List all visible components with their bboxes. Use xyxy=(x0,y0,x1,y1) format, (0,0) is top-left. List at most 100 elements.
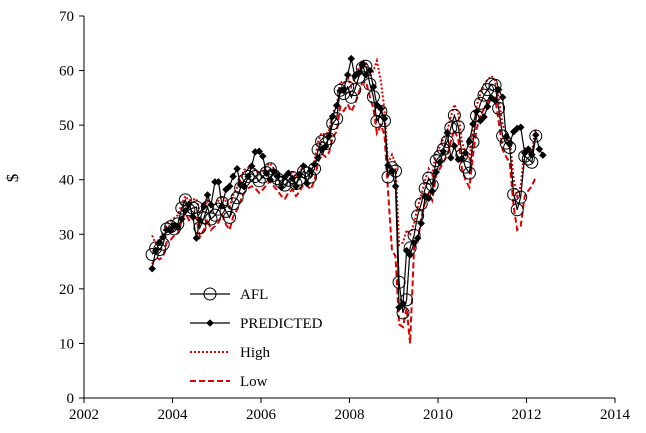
afl-point xyxy=(241,169,255,183)
afl-point xyxy=(322,132,336,146)
afl-point xyxy=(529,129,543,143)
afl-point xyxy=(267,168,281,182)
legend-label-afl: AFL xyxy=(240,287,268,303)
afl-point xyxy=(289,177,303,191)
predicted-point xyxy=(446,154,455,162)
afl-point xyxy=(200,200,214,214)
y-tick-label: 0 xyxy=(67,391,75,407)
predicted-point xyxy=(347,54,356,63)
afl-point xyxy=(204,212,218,226)
series-low xyxy=(151,80,537,344)
afl-point xyxy=(385,161,399,175)
predicted-point xyxy=(539,151,547,160)
afl-point xyxy=(215,196,229,210)
predicted-point xyxy=(214,178,223,186)
afl-point xyxy=(473,96,487,110)
afl-point xyxy=(252,174,266,188)
legend-item-high: High xyxy=(190,345,271,361)
afl-point xyxy=(514,190,528,204)
afl-point xyxy=(451,120,465,134)
x-tick-label: 2004 xyxy=(158,407,189,423)
predicted-point xyxy=(516,123,525,132)
afl-point xyxy=(348,83,362,97)
y-tick-label: 70 xyxy=(59,9,74,25)
afl-point xyxy=(436,142,450,156)
afl-point xyxy=(156,237,170,251)
afl-point xyxy=(256,170,270,184)
legend-label-high: High xyxy=(240,345,271,361)
x-tick-label: 2002 xyxy=(69,407,99,423)
legend-item-low: Low xyxy=(190,374,268,390)
y-tick-label: 60 xyxy=(59,64,74,80)
afl-point xyxy=(330,112,344,126)
x-tick-label: 2014 xyxy=(600,407,631,423)
afl-point xyxy=(363,77,377,91)
afl-point xyxy=(447,108,461,122)
predicted-point xyxy=(148,264,156,273)
y-tick-label: 10 xyxy=(59,336,74,352)
predicted-point xyxy=(192,234,201,242)
afl-line xyxy=(151,65,537,314)
afl-point xyxy=(377,114,391,128)
predicted-point xyxy=(303,179,311,188)
legend-label-predicted: PREDICTED xyxy=(240,316,323,332)
afl-point xyxy=(422,171,436,185)
afl-point xyxy=(429,154,443,168)
afl-point xyxy=(455,148,469,162)
y-tick-label: 30 xyxy=(59,227,74,243)
predicted-point xyxy=(343,71,352,79)
predicted-point xyxy=(225,182,234,191)
afl-point xyxy=(171,217,185,231)
afl-point xyxy=(392,275,406,289)
afl-point xyxy=(462,166,476,180)
afl-point xyxy=(304,170,318,184)
afl-point xyxy=(403,241,417,255)
legend-marker-predicted xyxy=(206,319,214,327)
x-tick-label: 2008 xyxy=(335,407,365,423)
afl-point xyxy=(223,210,237,224)
afl-point xyxy=(488,78,502,92)
afl-point xyxy=(396,306,410,320)
afl-point xyxy=(492,101,506,115)
afl-point xyxy=(503,141,517,155)
low-line xyxy=(151,80,537,344)
afl-point xyxy=(521,152,535,166)
predicted-point xyxy=(535,145,544,154)
afl-point xyxy=(167,222,181,236)
x-tick-label: 2006 xyxy=(246,407,277,423)
afl-point xyxy=(326,117,340,131)
axes: 0 10 20 30 40 50 60 70 2002 2004 2006 2008 2010 2012 2… xyxy=(59,9,631,423)
predicted-point xyxy=(498,93,507,102)
afl-point xyxy=(411,209,425,223)
afl-point xyxy=(433,149,447,163)
afl-point xyxy=(263,162,277,176)
legend: AFL PREDICTED High Low xyxy=(190,287,323,390)
predicted-point xyxy=(395,303,403,312)
predicted-point xyxy=(461,149,470,157)
legend-item-afl: AFL xyxy=(190,287,268,303)
plot-layers xyxy=(145,54,547,344)
afl-point xyxy=(469,109,483,123)
afl-point xyxy=(270,172,284,186)
afl-point xyxy=(344,90,358,104)
legend-marker-afl xyxy=(203,287,217,301)
predicted-point xyxy=(258,152,267,161)
predicted-point xyxy=(424,194,433,203)
afl-point xyxy=(499,136,513,150)
afl-point xyxy=(175,201,189,215)
afl-point xyxy=(274,175,288,189)
afl-point xyxy=(234,181,248,195)
afl-point xyxy=(507,187,521,201)
afl-point xyxy=(366,90,380,104)
afl-point xyxy=(466,135,480,149)
series-afl xyxy=(145,59,543,320)
afl-point xyxy=(352,70,366,84)
afl-point xyxy=(389,164,403,178)
afl-point xyxy=(278,178,292,192)
afl-point xyxy=(145,247,159,261)
afl-point xyxy=(189,200,203,214)
afl-point xyxy=(510,203,524,217)
predicted-point xyxy=(233,164,241,173)
afl-point xyxy=(359,59,373,73)
